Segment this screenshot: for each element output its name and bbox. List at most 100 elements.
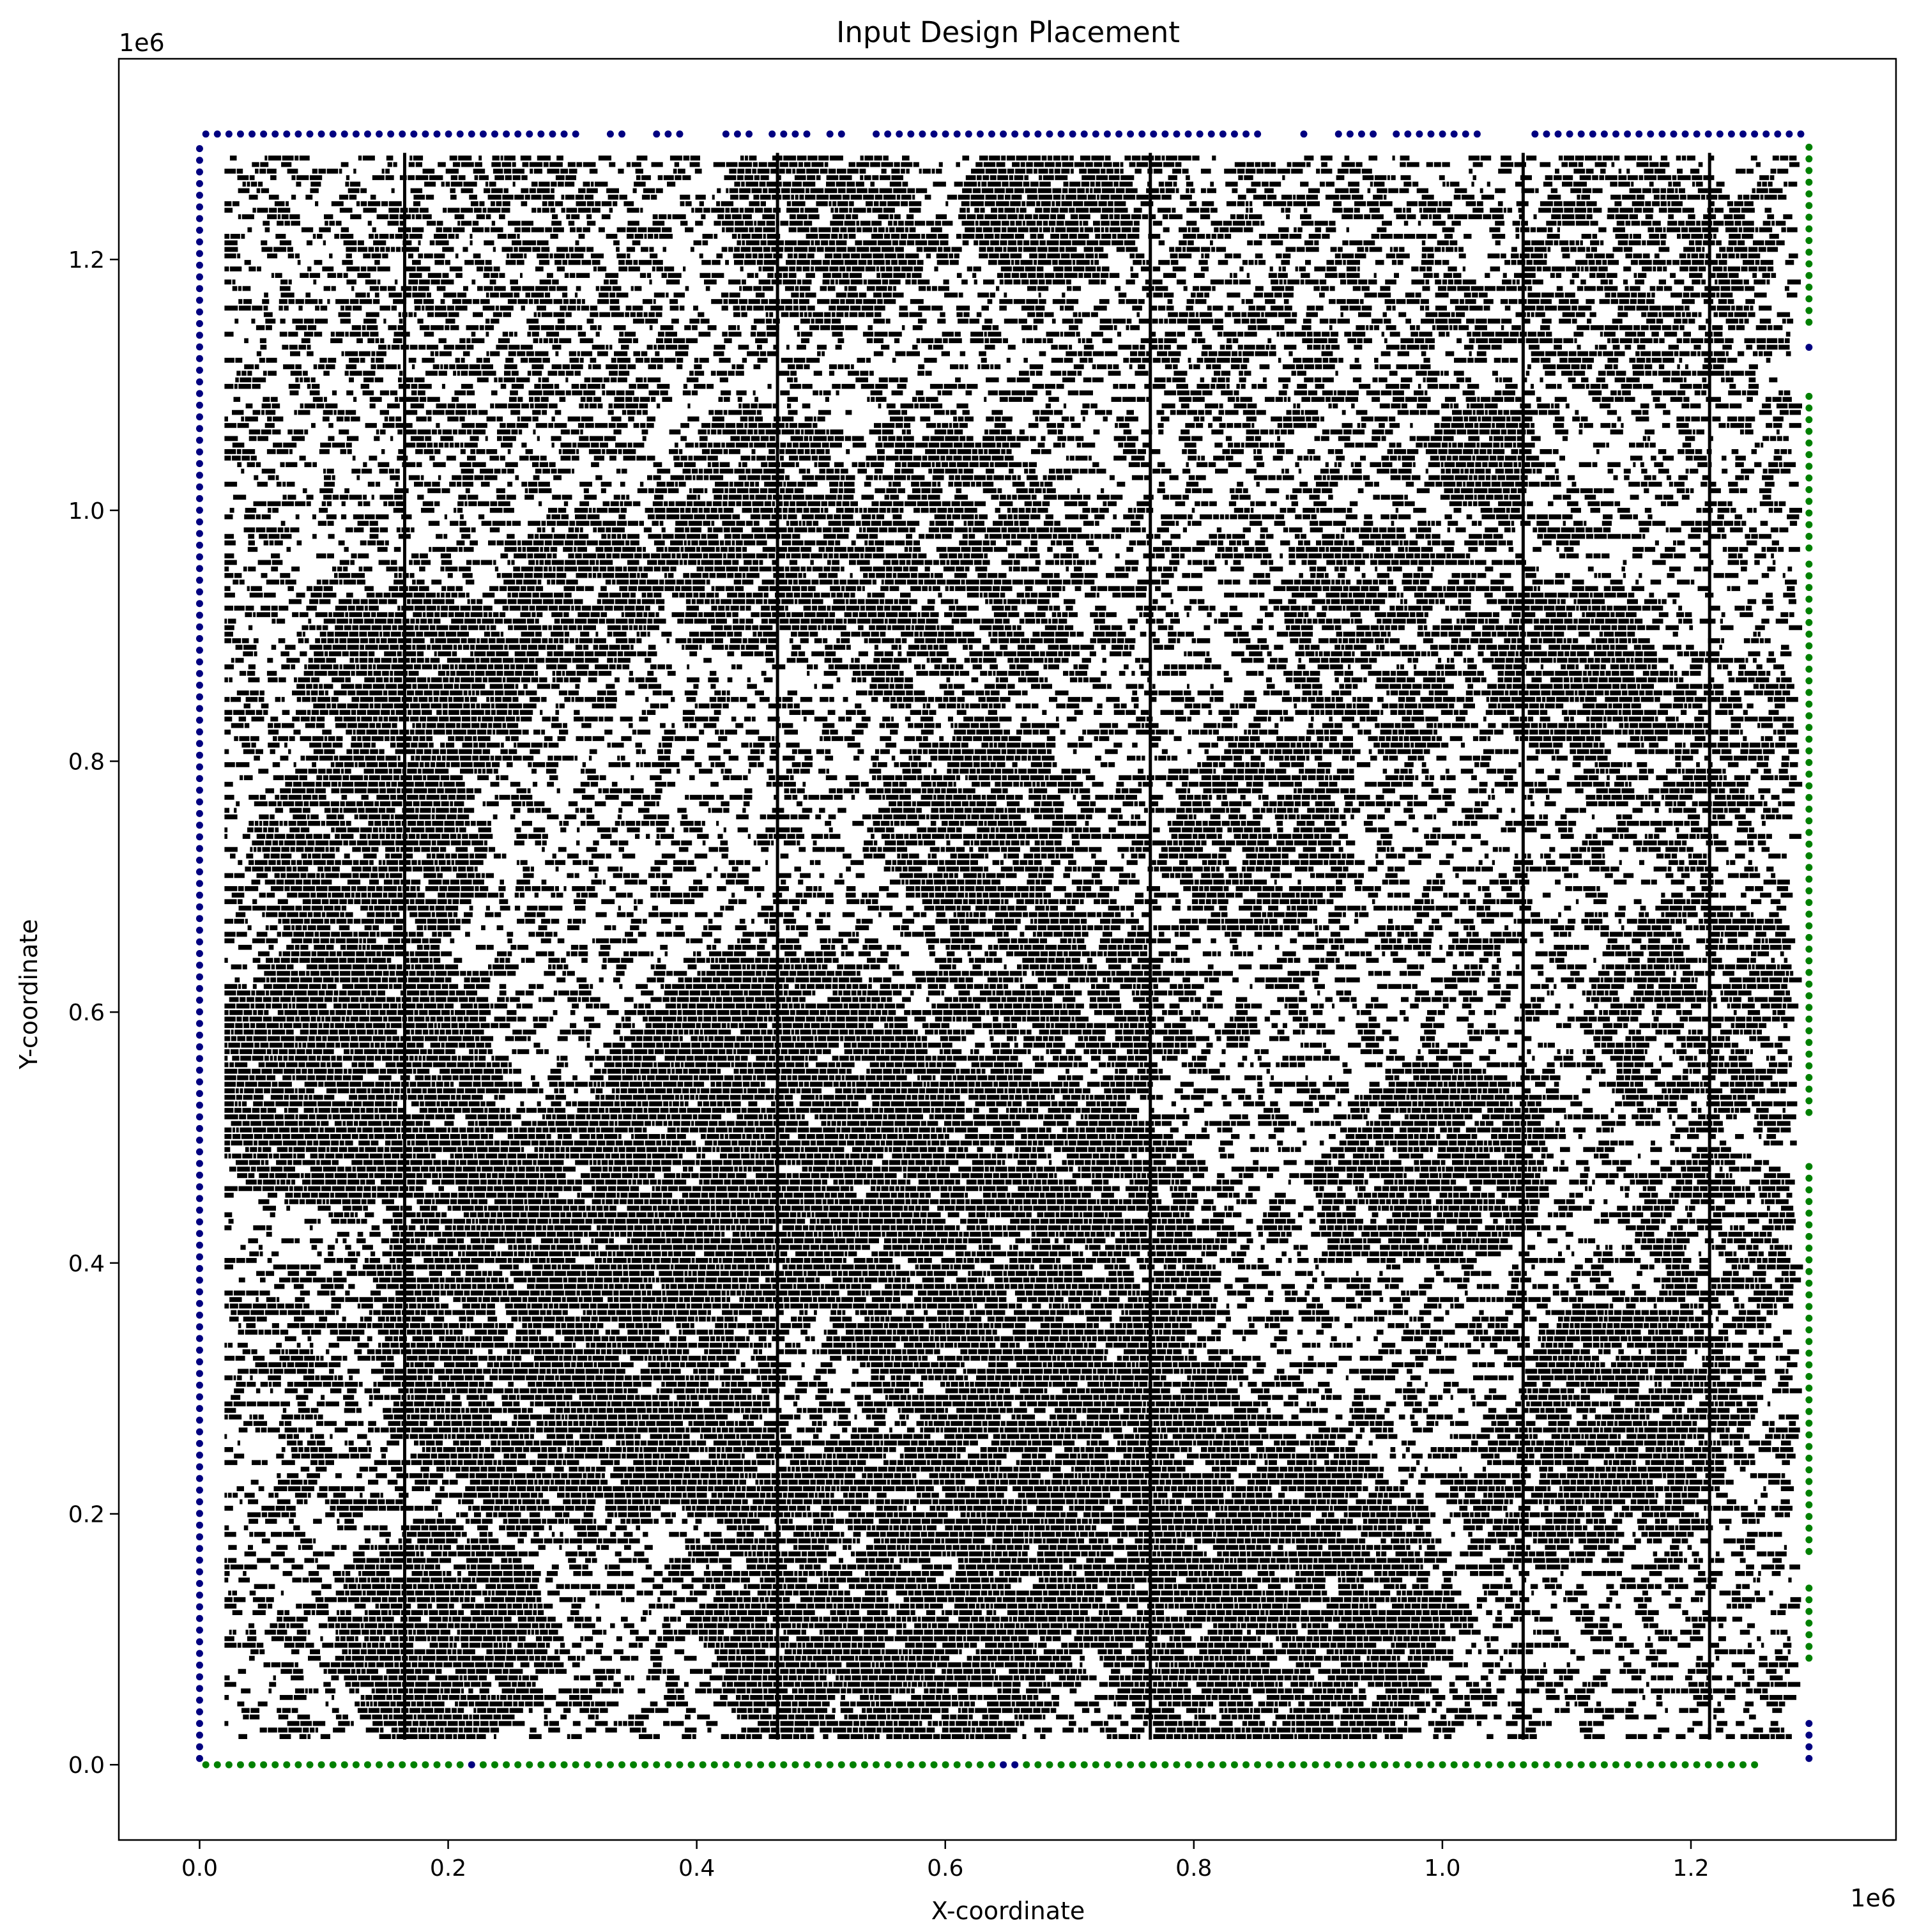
- io-pin-top: [1531, 130, 1538, 137]
- io-pin-bottom: [480, 1761, 487, 1768]
- io-pin-bottom: [745, 1761, 753, 1768]
- io-pin-bottom: [260, 1761, 267, 1768]
- io-pin-left: [196, 1137, 203, 1144]
- io-pin-bottom: [572, 1761, 579, 1768]
- io-pin-right: [1805, 957, 1812, 964]
- io-pin-top: [1647, 130, 1654, 137]
- io-pin-top: [884, 130, 891, 137]
- io-pin-right: [1805, 1548, 1812, 1555]
- y-tick-label: 0.4: [68, 1251, 105, 1277]
- io-pin-right: [1805, 202, 1812, 209]
- io-pin-left: [196, 1744, 203, 1751]
- io-pin-left: [196, 285, 203, 292]
- io-pin-left: [196, 635, 203, 642]
- io-pin-right: [1805, 237, 1812, 244]
- io-pin-left: [196, 682, 203, 689]
- io-pin-left: [196, 1148, 203, 1155]
- io-pin-left: [196, 752, 203, 759]
- io-pin-bottom: [203, 1761, 210, 1768]
- io-pin-left: [196, 1067, 203, 1074]
- io-pin-bottom: [1254, 1761, 1261, 1768]
- x-axis-offset-label: 1e6: [1850, 1884, 1896, 1912]
- io-pin-bottom: [676, 1761, 683, 1768]
- io-pin-left: [196, 1043, 203, 1050]
- io-pin-left: [196, 1195, 203, 1202]
- io-pin-top: [1751, 130, 1758, 137]
- io-pin-bottom: [838, 1761, 845, 1768]
- io-pin-bottom: [1288, 1761, 1296, 1768]
- io-pin-top: [364, 130, 371, 137]
- io-pin-left: [196, 985, 203, 992]
- io-pin-right: [1805, 1050, 1812, 1057]
- io-pin-right: [1805, 1584, 1812, 1591]
- io-pin-right: [1805, 521, 1812, 528]
- io-pin-left: [196, 810, 203, 817]
- io-pin-top: [1739, 130, 1747, 137]
- io-pin-bottom: [1612, 1761, 1619, 1768]
- io-pin-top: [226, 130, 233, 137]
- y-tick-label: 0.6: [68, 1000, 105, 1026]
- io-pin-left: [196, 845, 203, 852]
- io-pin-bottom: [1589, 1761, 1596, 1768]
- io-pin-left: [196, 833, 203, 840]
- io-pin-bottom: [630, 1761, 637, 1768]
- io-pin-top: [457, 130, 464, 137]
- io-pin-bottom: [1647, 1761, 1654, 1768]
- io-pin-left: [196, 658, 203, 665]
- io-pin-top: [271, 130, 279, 137]
- io-pin-bottom: [1127, 1761, 1134, 1768]
- io-pin-top: [676, 130, 683, 137]
- io-pin-left: [196, 1720, 203, 1727]
- io-pin-right: [1805, 899, 1812, 906]
- io-pin-left: [196, 542, 203, 549]
- io-pin-right: [1805, 1085, 1812, 1092]
- io-pin-left: [196, 1510, 203, 1517]
- x-tick-label: 1.0: [1424, 1855, 1460, 1882]
- io-pin-top: [410, 130, 417, 137]
- x-tick-label: 1.2: [1672, 1855, 1709, 1882]
- io-pin-top: [1138, 130, 1145, 137]
- io-pin-bottom: [537, 1761, 544, 1768]
- io-pin-bottom: [410, 1761, 417, 1768]
- io-pin-bottom: [711, 1761, 718, 1768]
- io-pin-top: [1762, 130, 1770, 137]
- io-pin-top: [376, 130, 383, 137]
- io-pin-bottom: [226, 1761, 233, 1768]
- io-pin-bottom: [1242, 1761, 1250, 1768]
- io-pin-bottom: [1104, 1761, 1111, 1768]
- io-pin-left: [196, 332, 203, 339]
- io-pin-right: [1805, 689, 1812, 696]
- io-pin-left: [196, 1405, 203, 1412]
- io-pin-bottom: [595, 1761, 602, 1768]
- io-pin-bottom: [422, 1761, 429, 1768]
- io-pin-bottom: [1335, 1761, 1342, 1768]
- io-pin-left: [196, 1265, 203, 1272]
- io-pin-bottom: [1092, 1761, 1099, 1768]
- y-tick-label: 0.2: [68, 1502, 105, 1528]
- io-pin-right: [1805, 1537, 1812, 1544]
- io-pin-top: [1046, 130, 1053, 137]
- io-pin-left: [196, 740, 203, 747]
- io-pin-left: [196, 1335, 203, 1342]
- io-pin-bottom: [1508, 1761, 1515, 1768]
- y-tick-label: 0.8: [68, 749, 105, 775]
- io-pin-right: [1805, 463, 1812, 470]
- io-pin-left: [196, 157, 203, 164]
- io-pin-bottom: [1739, 1761, 1747, 1768]
- io-pin-right: [1805, 1315, 1812, 1322]
- io-pin-left: [196, 495, 203, 502]
- io-pin-bottom: [919, 1761, 926, 1768]
- io-pin-top: [399, 130, 406, 137]
- io-pin-bottom: [1474, 1761, 1481, 1768]
- io-pin-top: [1462, 130, 1469, 137]
- io-pin-left: [196, 1218, 203, 1225]
- io-pin-bottom: [1658, 1761, 1665, 1768]
- io-pin-bottom: [1150, 1761, 1157, 1768]
- io-pin-top: [549, 130, 556, 137]
- io-pin-left: [196, 484, 203, 491]
- io-pin-right: [1805, 307, 1812, 314]
- io-pin-left: [196, 203, 203, 210]
- io-pin-left: [196, 1032, 203, 1039]
- io-pin-right: [1805, 1186, 1812, 1193]
- io-pin-right: [1805, 677, 1812, 684]
